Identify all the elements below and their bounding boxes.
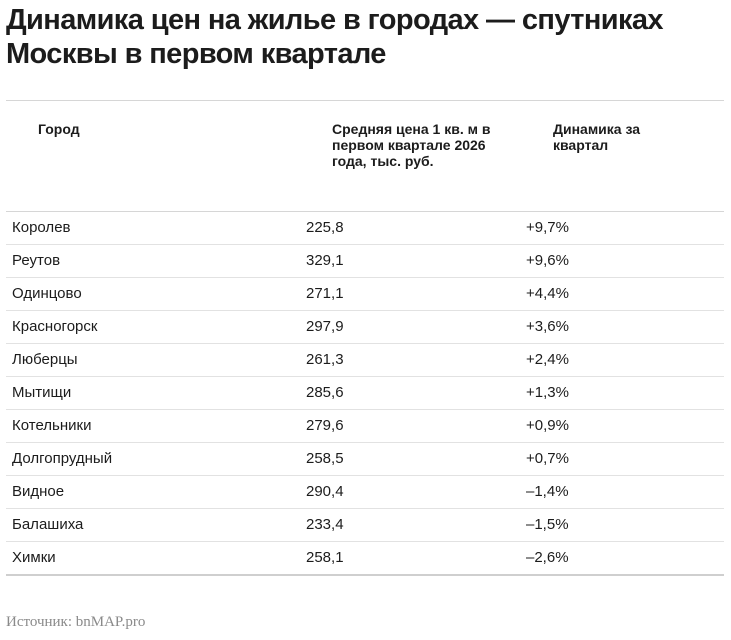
page-title: Динамика цен на жилье в городах — спутни… bbox=[6, 4, 664, 70]
cell-price: 261,3 bbox=[306, 351, 344, 368]
cell-dynamics: +4,4% bbox=[526, 285, 569, 302]
cell-dynamics: +2,4% bbox=[526, 351, 569, 368]
table-row: Реутов 329,1 +9,6% bbox=[6, 245, 724, 278]
table-top-divider bbox=[6, 100, 724, 101]
table-row: Люберцы 261,3 +2,4% bbox=[6, 344, 724, 377]
cell-city: Балашиха bbox=[12, 516, 84, 533]
cell-dynamics: –1,4% bbox=[526, 483, 569, 500]
header-avg-price: Средняя цена 1 кв. м в первом квартале 2… bbox=[332, 121, 491, 169]
table-row: Мытищи 285,6 +1,3% bbox=[6, 377, 724, 410]
header-dynamics: Динамика за квартал bbox=[553, 121, 641, 153]
cell-city: Мытищи bbox=[12, 384, 72, 401]
cell-price: 233,4 bbox=[306, 516, 344, 533]
cell-city: Королев bbox=[12, 219, 71, 236]
cell-price: 329,1 bbox=[306, 252, 344, 269]
cell-city: Котельники bbox=[12, 417, 92, 434]
cell-dynamics: +3,6% bbox=[526, 318, 569, 335]
cell-price: 279,6 bbox=[306, 417, 344, 434]
table-row: Одинцово 271,1 +4,4% bbox=[6, 278, 724, 311]
price-table: Город Средняя цена 1 кв. м в первом квар… bbox=[6, 100, 724, 576]
cell-price: 297,9 bbox=[306, 318, 344, 335]
cell-dynamics: +0,9% bbox=[526, 417, 569, 434]
cell-city: Реутов bbox=[12, 252, 61, 269]
table-row: Котельники 279,6 +0,9% bbox=[6, 410, 724, 443]
source-note: Источник: bnMAP.pro bbox=[6, 614, 146, 630]
table-header-row: Город Средняя цена 1 кв. м в первом квар… bbox=[6, 101, 724, 212]
table-row: Королев 225,8 +9,7% bbox=[6, 212, 724, 245]
table-row: Балашиха 233,4 –1,5% bbox=[6, 509, 724, 542]
cell-dynamics: +0,7% bbox=[526, 450, 569, 467]
header-city: Город bbox=[38, 121, 80, 137]
table-row: Долгопрудный 258,5 +0,7% bbox=[6, 443, 724, 476]
cell-city: Долгопрудный bbox=[12, 450, 113, 467]
cell-dynamics: –1,5% bbox=[526, 516, 569, 533]
cell-city: Одинцово bbox=[12, 285, 82, 302]
cell-dynamics: –2,6% bbox=[526, 549, 569, 566]
cell-city: Красногорск bbox=[12, 318, 98, 335]
cell-price: 285,6 bbox=[306, 384, 344, 401]
cell-city: Видное bbox=[12, 483, 65, 500]
cell-city: Люберцы bbox=[12, 351, 78, 368]
cell-price: 290,4 bbox=[306, 483, 344, 500]
cell-price: 271,1 bbox=[306, 285, 344, 302]
cell-dynamics: +9,7% bbox=[526, 219, 569, 236]
cell-price: 225,8 bbox=[306, 219, 344, 236]
cell-city: Химки bbox=[12, 549, 56, 566]
cell-dynamics: +9,6% bbox=[526, 252, 569, 269]
table-row: Химки 258,1 –2,6% bbox=[6, 542, 724, 576]
cell-dynamics: +1,3% bbox=[526, 384, 569, 401]
cell-price: 258,1 bbox=[306, 549, 344, 566]
table-row: Видное 290,4 –1,4% bbox=[6, 476, 724, 509]
cell-price: 258,5 bbox=[306, 450, 344, 467]
table-row: Красногорск 297,9 +3,6% bbox=[6, 311, 724, 344]
